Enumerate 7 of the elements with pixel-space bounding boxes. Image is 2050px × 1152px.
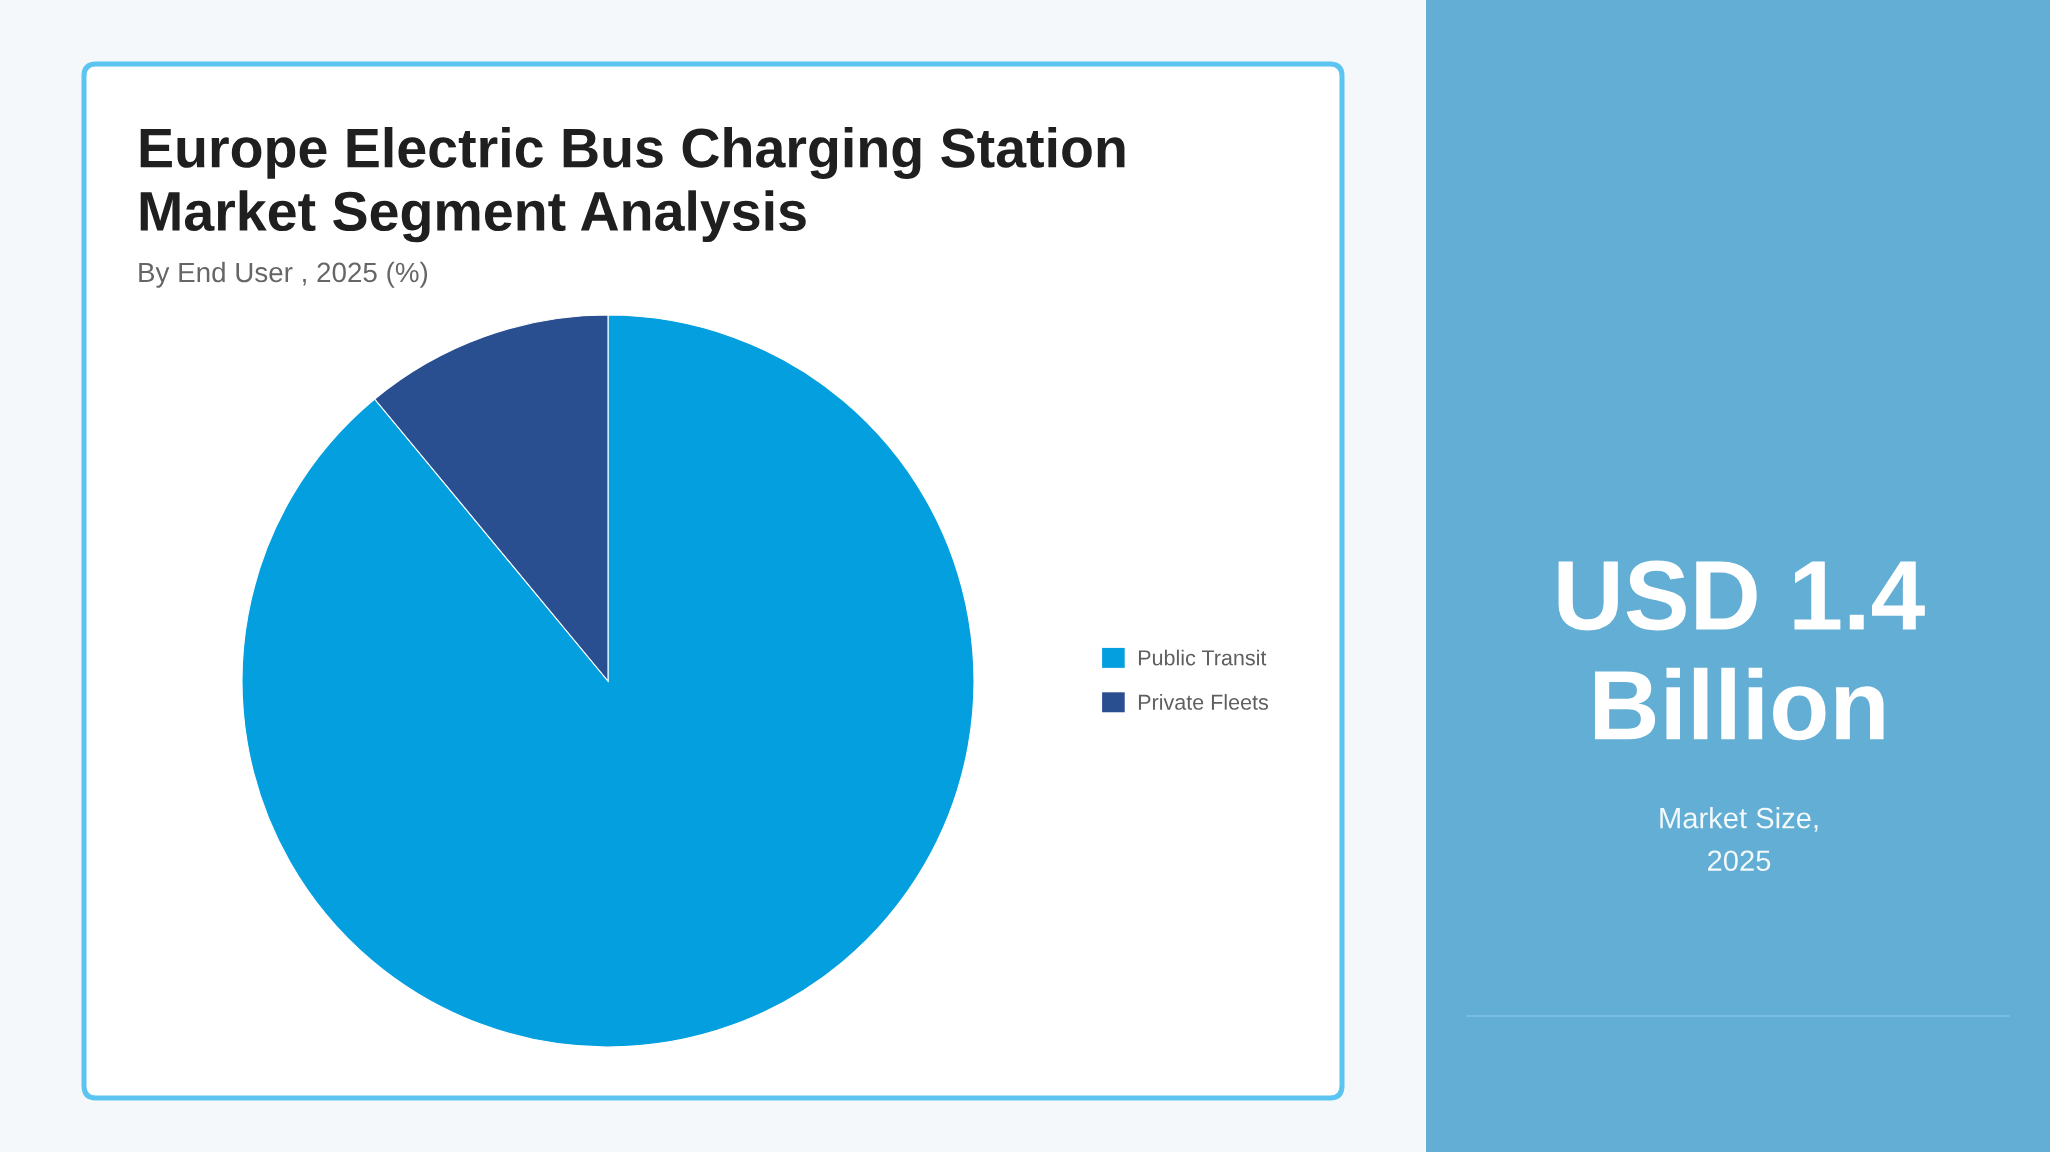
text: Market Size, 2025 (1660, 807, 1818, 872)
legend-label: Public Transit (1138, 649, 1267, 666)
pie-slice (241, 314, 975, 1048)
chart-subtitle: By End User , 2025 (%) (139, 261, 428, 288)
legend-label: Private Fleets (1138, 694, 1269, 710)
text: USD 1.4 Billion (1558, 560, 1925, 741)
chart-title: Europe Electric Bus Charging Station Market Segment Analysis (140, 127, 1125, 243)
